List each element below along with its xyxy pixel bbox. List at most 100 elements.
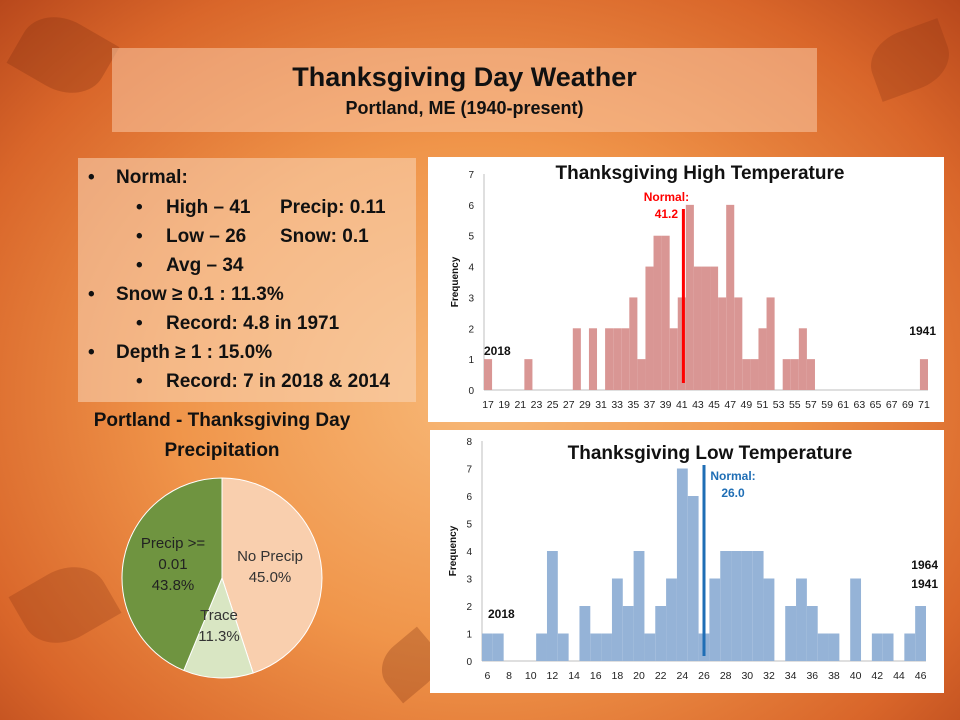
x-tick-label: 61 bbox=[837, 399, 849, 411]
histogram-bar bbox=[796, 578, 807, 661]
y-tick-label: 7 bbox=[466, 465, 472, 476]
histogram-bar bbox=[871, 633, 883, 661]
histogram-bar bbox=[653, 235, 662, 390]
bullet-dot: • bbox=[88, 284, 95, 305]
histogram-bar bbox=[482, 633, 493, 661]
y-tick-label: 4 bbox=[466, 547, 472, 558]
pie-value-label: 43.8% bbox=[152, 577, 195, 594]
histogram-bar bbox=[687, 496, 699, 661]
y-tick-label: 6 bbox=[466, 492, 472, 503]
x-tick-label: 32 bbox=[763, 670, 775, 682]
x-tick-label: 19 bbox=[498, 399, 510, 411]
histogram-bar bbox=[655, 606, 667, 661]
histogram-bar bbox=[492, 633, 504, 661]
histogram-bar bbox=[693, 266, 702, 390]
x-tick-label: 34 bbox=[785, 670, 797, 682]
background-leaf bbox=[6, 2, 120, 108]
pie-slice bbox=[121, 477, 223, 672]
y-axis-label: Frequency bbox=[448, 525, 459, 576]
pie-chart-title: Portland - Thanksgiving Day Precipitatio… bbox=[93, 410, 351, 461]
x-tick-label: 31 bbox=[595, 399, 607, 411]
x-tick-label: 38 bbox=[828, 670, 840, 682]
histogram-bar bbox=[766, 297, 775, 390]
histogram-bar bbox=[750, 359, 759, 390]
slide-title: Thanksgiving Day Weather bbox=[292, 62, 637, 92]
x-tick-label: 28 bbox=[720, 670, 732, 682]
histogram-bar bbox=[611, 578, 623, 661]
y-tick-label: 8 bbox=[466, 437, 472, 448]
bullet-dot: • bbox=[136, 226, 143, 247]
histogram-bar bbox=[828, 633, 840, 661]
x-tick-label: 63 bbox=[854, 399, 866, 411]
histogram-bar bbox=[622, 606, 634, 661]
histogram-bar bbox=[710, 266, 719, 390]
normal-value-label: 41.2 bbox=[655, 207, 679, 221]
bullet-dot: • bbox=[136, 197, 143, 218]
normals-panel: • Normal: • High – 41 Precip: 0.11 • Low… bbox=[78, 158, 416, 402]
x-tick-label: 33 bbox=[611, 399, 623, 411]
depth-record: Record: 7 in 2018 & 2014 bbox=[166, 371, 390, 392]
high-temperature-panel: Thanksgiving High Temperature 0 1 2 3 4 5 6 7 Fre… bbox=[428, 157, 944, 422]
x-tick-label: 27 bbox=[563, 399, 575, 411]
histogram-bar bbox=[633, 551, 645, 661]
low-temperature-chart: Thanksgiving Low Temperature012345678Fre… bbox=[448, 437, 938, 682]
x-tick-label: 36 bbox=[806, 670, 818, 682]
bullet-dot: • bbox=[136, 255, 143, 276]
pie-slice bbox=[183, 576, 254, 679]
histogram-bar bbox=[782, 359, 791, 390]
y-tick-label: 7 bbox=[468, 170, 474, 181]
y-tick-label: 2 bbox=[466, 602, 472, 613]
histogram-bar bbox=[644, 633, 656, 661]
x-tick-label: 47 bbox=[724, 399, 736, 411]
x-tick-label: 21 bbox=[514, 399, 526, 411]
y-tick-label: 2 bbox=[468, 324, 474, 335]
histogram-bar bbox=[806, 359, 815, 390]
y-tick-label: 1 bbox=[466, 630, 472, 641]
pie-value-label: 45.0% bbox=[249, 569, 292, 586]
histogram-bar bbox=[763, 578, 775, 661]
x-tick-label: 69 bbox=[902, 399, 914, 411]
x-tick-label: 45 bbox=[708, 399, 720, 411]
y-tick-label: 1 bbox=[468, 355, 474, 366]
year-annotation: 2018 bbox=[488, 607, 515, 621]
x-tick-label: 26 bbox=[698, 670, 710, 682]
y-tick-label: 6 bbox=[468, 201, 474, 212]
histogram-bar bbox=[758, 328, 767, 390]
y-tick-label: 0 bbox=[468, 386, 474, 397]
x-tick-label: 44 bbox=[893, 670, 905, 682]
x-tick-label: 25 bbox=[547, 399, 559, 411]
x-tick-label: 53 bbox=[773, 399, 785, 411]
x-tick-label: 16 bbox=[590, 670, 602, 682]
x-tick-label: 35 bbox=[628, 399, 640, 411]
x-tick-label: 65 bbox=[870, 399, 882, 411]
histogram-bar bbox=[731, 551, 742, 661]
background-leaf bbox=[862, 18, 958, 102]
depth-frequency: Depth ≥ 1 : 15.0% bbox=[116, 342, 273, 363]
x-tick-label: 57 bbox=[805, 399, 817, 411]
histogram-bar bbox=[484, 359, 493, 390]
x-tick-label: 55 bbox=[789, 399, 801, 411]
normal-precip: Precip: 0.11 bbox=[280, 197, 386, 218]
histogram-bar bbox=[677, 297, 686, 390]
year-annotation: 1941 bbox=[911, 577, 938, 591]
histogram-bar bbox=[718, 297, 727, 390]
y-tick-label: 3 bbox=[466, 575, 472, 586]
histogram-bar bbox=[629, 297, 638, 390]
normal-heading: Normal: bbox=[116, 167, 188, 188]
histogram-bar bbox=[798, 328, 807, 390]
histogram-bar bbox=[734, 297, 743, 390]
bullet-dot: • bbox=[88, 342, 95, 363]
x-tick-label: 22 bbox=[655, 670, 667, 682]
x-tick-label: 59 bbox=[821, 399, 833, 411]
x-tick-label: 30 bbox=[741, 670, 753, 682]
x-tick-label: 12 bbox=[547, 670, 559, 682]
x-tick-label: 10 bbox=[525, 670, 537, 682]
normal-label: Normal: bbox=[644, 190, 689, 204]
histogram-bar bbox=[785, 606, 797, 661]
x-tick-label: 49 bbox=[741, 399, 753, 411]
histogram-bar bbox=[726, 204, 735, 390]
normal-label: Normal: bbox=[710, 469, 755, 483]
y-tick-label: 5 bbox=[466, 520, 472, 531]
y-tick-label: 0 bbox=[466, 657, 472, 668]
x-tick-label: 17 bbox=[482, 399, 494, 411]
